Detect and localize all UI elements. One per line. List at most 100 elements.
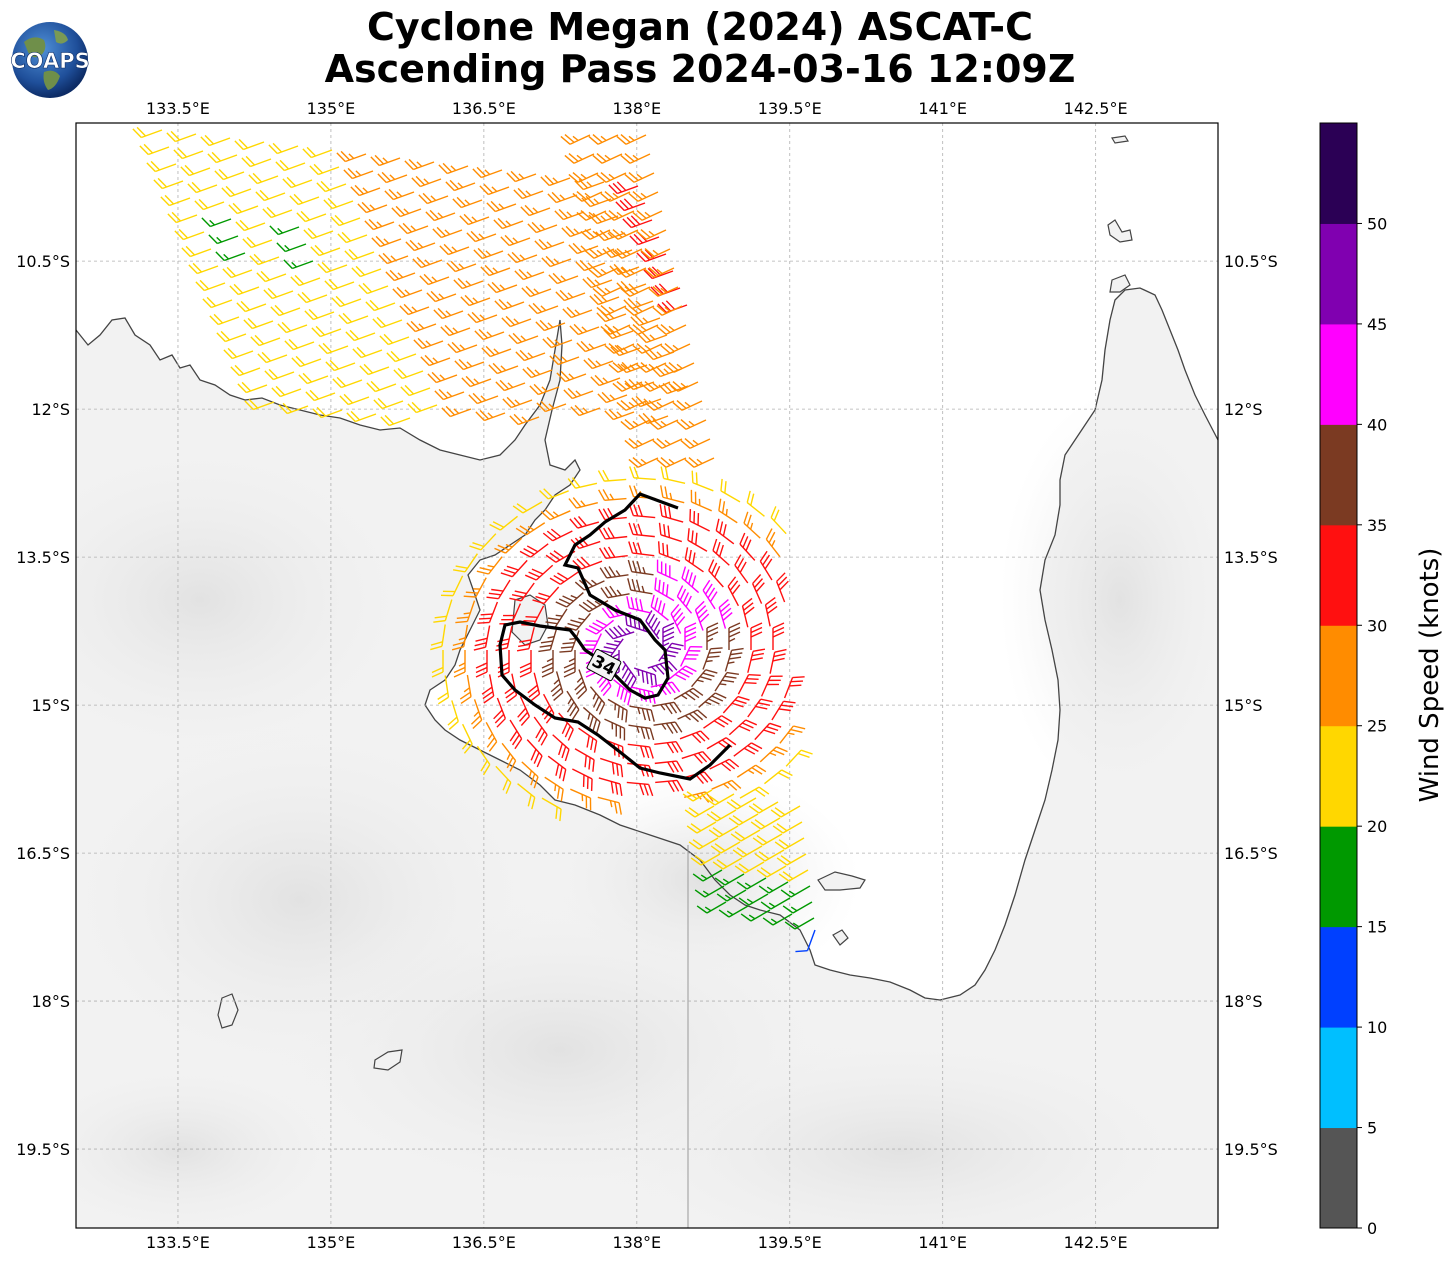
wind-barb: [153, 177, 184, 190]
wind-barb: [785, 749, 813, 767]
wind-barb: [626, 596, 651, 614]
wind-barb: [461, 375, 492, 388]
wind-barb: [724, 647, 744, 672]
colorbar-tick-label: 15: [1367, 918, 1387, 937]
wind-barb: [310, 244, 341, 257]
wind-barb: [730, 829, 761, 842]
wind-barb: [438, 162, 469, 175]
wind-barb: [476, 745, 491, 776]
wind-barb: [617, 361, 648, 374]
wind-barb: [718, 599, 733, 629]
wind-barb: [754, 722, 782, 741]
wind-barb: [446, 260, 477, 273]
wind-barb: [604, 210, 635, 221]
wind-barb: [373, 397, 404, 410]
wind-barb: [269, 225, 300, 236]
wind-barb: [516, 627, 535, 652]
wind-barb: [578, 727, 598, 753]
wind-barb: [290, 274, 321, 287]
wind-barb: [318, 342, 349, 355]
wind-barb: [538, 628, 558, 653]
wind-barb: [650, 681, 681, 696]
wind-barb: [268, 142, 299, 155]
wind-barb: [358, 282, 389, 295]
lon-tick-label-top: 142.5°E: [1064, 99, 1128, 118]
wind-barb: [652, 305, 683, 316]
wind-barb: [608, 181, 639, 195]
wind-barb: [566, 690, 580, 721]
wind-barb: [691, 669, 718, 688]
wind-barb: [331, 295, 362, 308]
axis-ticks: 133.5°E 133.5°E 135°E 135°E 136.5°E 136.5°E 13…: [16, 99, 1278, 1252]
wind-barb: [684, 547, 704, 573]
wind-barb: [604, 408, 635, 421]
wind-barb: [399, 303, 430, 316]
wind-barb: [585, 619, 615, 635]
wind-barb: [576, 340, 607, 353]
wind-barb: [627, 743, 654, 759]
wind-barb: [283, 259, 314, 270]
wind-barb: [728, 622, 741, 650]
wind-barb: [765, 528, 781, 558]
wind-barb: [474, 328, 505, 341]
wind-barb: [270, 304, 301, 317]
wind-barb: [654, 740, 683, 754]
lon-tick-label-bottom: 133.5°E: [146, 1233, 210, 1252]
wind-barb: [524, 564, 554, 581]
wind-barb: [596, 172, 627, 183]
wind-barb: [555, 289, 586, 302]
wind-barb: [572, 768, 593, 791]
wind-barb: [366, 380, 397, 393]
wind-barb: [620, 419, 651, 430]
wind-barb: [223, 347, 254, 360]
wind-barb: [514, 268, 545, 281]
wind-barb: [350, 184, 381, 197]
wind-barb: [612, 248, 643, 259]
wind-barb: [380, 414, 411, 427]
wind-barb: [650, 594, 669, 621]
wind-barb: [453, 277, 484, 290]
wind-barb: [160, 194, 191, 207]
wind-barb: [250, 334, 281, 347]
wind-barb: [743, 511, 761, 539]
wind-barb: [740, 909, 771, 922]
island-torres-1: [1107, 219, 1133, 243]
wind-barb: [453, 650, 466, 678]
wind-barb: [343, 167, 374, 180]
wind-barb: [640, 381, 671, 392]
wind-barb: [583, 357, 614, 370]
wind-barb: [712, 538, 730, 566]
wind-barb: [385, 269, 416, 282]
wind-barb: [377, 171, 408, 184]
wind-barb: [282, 176, 313, 189]
wind-barb: [664, 362, 695, 373]
wind-barb: [648, 286, 679, 297]
wind-barb: [434, 388, 465, 401]
wind-barb: [568, 242, 599, 255]
wind-barb: [738, 893, 769, 906]
wind-barb: [779, 725, 806, 744]
wind-barb: [236, 300, 267, 313]
wind-barb: [604, 625, 635, 640]
lon-tick-label-bottom: 141°E: [918, 1233, 967, 1252]
wind-barb: [620, 153, 651, 164]
lat-tick-label-right: 19.5°S: [1224, 1140, 1278, 1159]
wind-barb: [486, 579, 511, 600]
wind-barb: [519, 650, 532, 678]
wind-barb: [488, 362, 519, 375]
colorbar-segment: [1320, 123, 1357, 224]
wind-barb: [302, 146, 333, 159]
wind-barb: [489, 515, 518, 531]
wind-barb: [598, 527, 628, 540]
wind-barb: [475, 409, 506, 422]
wind-barb: [599, 566, 629, 579]
wind-barb: [645, 610, 661, 640]
wind-barb: [418, 192, 449, 205]
wind-barb: [512, 501, 543, 514]
wind-barb: [596, 305, 627, 316]
wind-barb: [338, 312, 369, 325]
wind-barb: [345, 329, 376, 342]
wind-barb: [208, 234, 239, 245]
wind-barb: [386, 350, 417, 363]
wind-barb: [752, 833, 783, 846]
